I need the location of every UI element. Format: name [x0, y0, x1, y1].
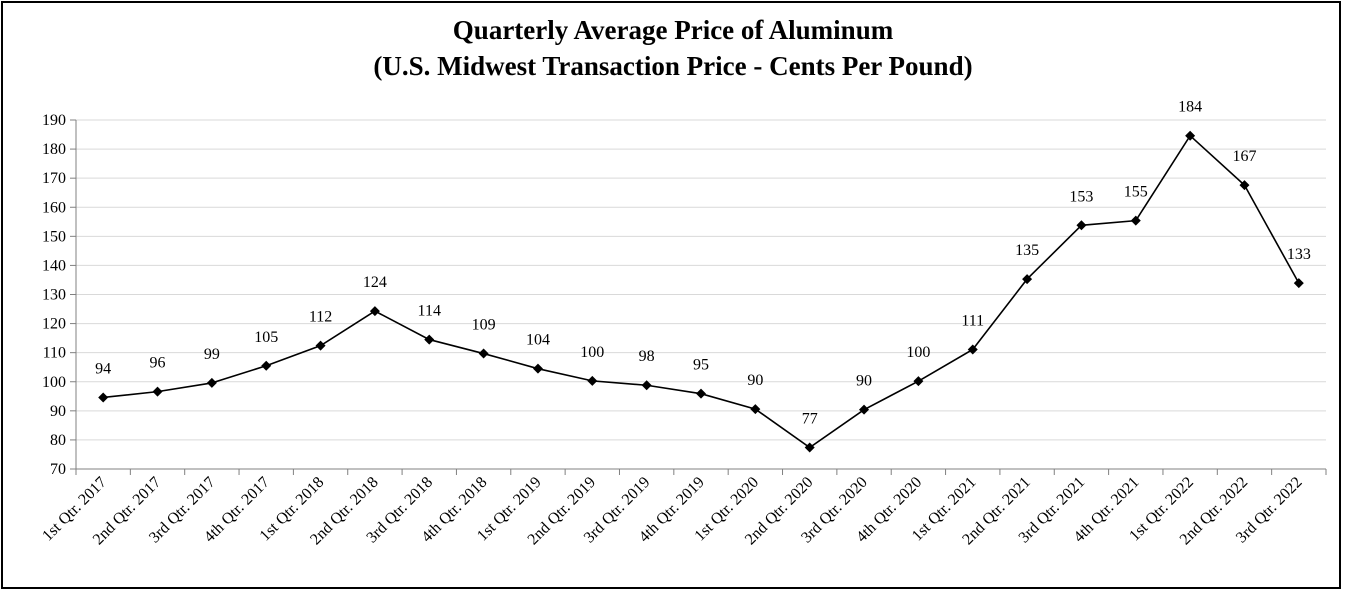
data-point-marker — [152, 386, 163, 397]
data-label: 96 — [150, 355, 166, 372]
y-tick-label: 160 — [42, 199, 66, 216]
y-tick-label: 140 — [42, 257, 66, 274]
chart-title: Quarterly Average Price of Aluminum — [452, 15, 894, 45]
data-point-marker — [1293, 278, 1304, 289]
y-tick-label: 180 — [42, 141, 66, 158]
data-label: 90 — [747, 372, 763, 389]
data-label: 100 — [580, 344, 604, 361]
data-point-marker — [750, 404, 761, 415]
data-label: 99 — [204, 346, 220, 363]
data-label: 95 — [693, 357, 709, 374]
data-label: 135 — [1015, 242, 1039, 259]
data-point-marker — [587, 375, 598, 386]
data-point-marker — [804, 442, 815, 453]
y-axis: 70 80 90 100 110 120 130 140 150 160 170 180 190 — [42, 112, 77, 478]
data-label: 112 — [309, 309, 332, 326]
y-tick-label: 70 — [50, 461, 66, 478]
data-point-marker — [1130, 215, 1141, 226]
data-point-marker — [478, 348, 489, 359]
data-label: 111 — [961, 312, 984, 329]
data-label: 153 — [1069, 188, 1093, 205]
data-label: 167 — [1232, 148, 1256, 165]
y-tick-label: 80 — [50, 432, 66, 449]
data-point-marker — [424, 334, 435, 345]
data-point-marker — [369, 306, 380, 317]
y-tick-label: 130 — [42, 287, 66, 304]
y-tick-label: 120 — [42, 316, 66, 333]
y-tick-label: 150 — [42, 228, 66, 245]
data-label: 133 — [1287, 246, 1311, 263]
data-label: 94 — [95, 360, 111, 377]
data-point-marker — [696, 388, 706, 399]
series-aluminum-price — [98, 130, 1304, 453]
chart-subtitle: (U.S. Midwest Transaction Price - Cents … — [373, 51, 973, 81]
data-label: 109 — [472, 317, 496, 334]
data-label: 90 — [856, 373, 872, 390]
data-point-marker — [98, 392, 109, 403]
data-label: 104 — [526, 332, 550, 349]
data-label: 155 — [1124, 184, 1148, 201]
data-label: 184 — [1178, 99, 1202, 116]
y-tick-label: 170 — [42, 170, 66, 187]
data-point-marker — [315, 340, 326, 351]
data-label: 124 — [363, 274, 387, 291]
y-tick-label: 110 — [43, 345, 66, 362]
data-point-marker — [641, 380, 652, 391]
data-label: 100 — [906, 344, 930, 361]
series-line — [103, 134, 1300, 449]
gridlines — [76, 119, 1326, 441]
data-point-marker — [1185, 130, 1196, 141]
data-point-marker — [532, 363, 543, 374]
data-point-marker — [261, 360, 272, 371]
data-label: 98 — [639, 348, 655, 365]
data-point-marker — [913, 376, 924, 387]
y-tick-label: 90 — [50, 403, 66, 420]
data-point-marker — [859, 404, 870, 415]
y-tick-label: 190 — [42, 112, 66, 129]
y-tick-label: 100 — [42, 374, 66, 391]
data-point-marker — [967, 344, 978, 355]
data-point-marker — [1239, 180, 1250, 191]
data-labels: 94 96 99 105 112 124 114 109 104 100 98 95 90 77 90 100… — [95, 99, 1311, 428]
data-label: 114 — [418, 303, 441, 320]
data-point-marker — [1076, 220, 1087, 231]
data-point-marker — [1022, 274, 1033, 285]
data-label: 105 — [254, 329, 278, 346]
data-label: 77 — [802, 410, 818, 427]
data-point-marker — [206, 377, 217, 388]
